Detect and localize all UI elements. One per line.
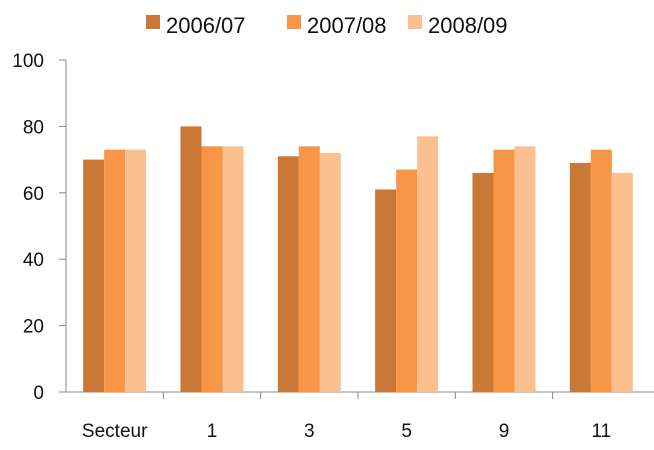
bar-0-1 — [180, 126, 202, 393]
legend-label-1: 2007/08 — [307, 13, 387, 38]
legend: 2006/07 2007/08 2008/09 — [146, 13, 508, 38]
legend-swatch-0 — [146, 15, 160, 29]
y-tick-label-5: 100 — [12, 51, 44, 72]
bar-2-2 — [319, 152, 341, 392]
x-axis: Secteur 1 3 5 9 11 — [66, 391, 654, 442]
bar-0-0 — [83, 159, 105, 392]
x-tick-label-4: 9 — [499, 421, 510, 442]
bar-1-2 — [298, 146, 320, 392]
bar-2-4 — [514, 146, 536, 392]
x-tick-label-3: 5 — [401, 421, 412, 442]
legend-label-2: 2008/09 — [428, 13, 508, 38]
bar-0-3 — [375, 189, 397, 392]
legend-swatch-1 — [287, 15, 301, 29]
y-axis: 0 20 40 60 80 100 — [12, 51, 67, 404]
bar-0-4 — [472, 172, 494, 392]
bar-2-5 — [611, 172, 633, 392]
x-tick-label-1: 1 — [207, 421, 218, 442]
bar-2-3 — [417, 136, 439, 392]
y-tick-label-0: 0 — [33, 383, 44, 404]
bar-2-0 — [125, 149, 147, 392]
x-tick-label-2: 3 — [304, 421, 315, 442]
y-tick-label-2: 40 — [23, 250, 44, 271]
bar-1-4 — [493, 149, 515, 392]
bar-1-0 — [104, 149, 126, 392]
y-tick-label-4: 80 — [23, 117, 44, 138]
bars — [83, 126, 633, 393]
bar-1-1 — [201, 146, 223, 392]
legend-swatch-2 — [408, 15, 422, 29]
bar-0-5 — [569, 162, 591, 392]
bar-0-2 — [277, 156, 299, 392]
y-tick-label-1: 20 — [23, 317, 44, 338]
bar-1-5 — [590, 149, 612, 392]
x-tick-label-5: 11 — [591, 421, 611, 442]
y-tick-label-3: 60 — [23, 184, 44, 205]
bar-2-1 — [222, 146, 244, 392]
bar-1-3 — [396, 169, 418, 392]
legend-label-0: 2006/07 — [166, 13, 246, 38]
x-tick-label-0: Secteur — [82, 421, 148, 442]
